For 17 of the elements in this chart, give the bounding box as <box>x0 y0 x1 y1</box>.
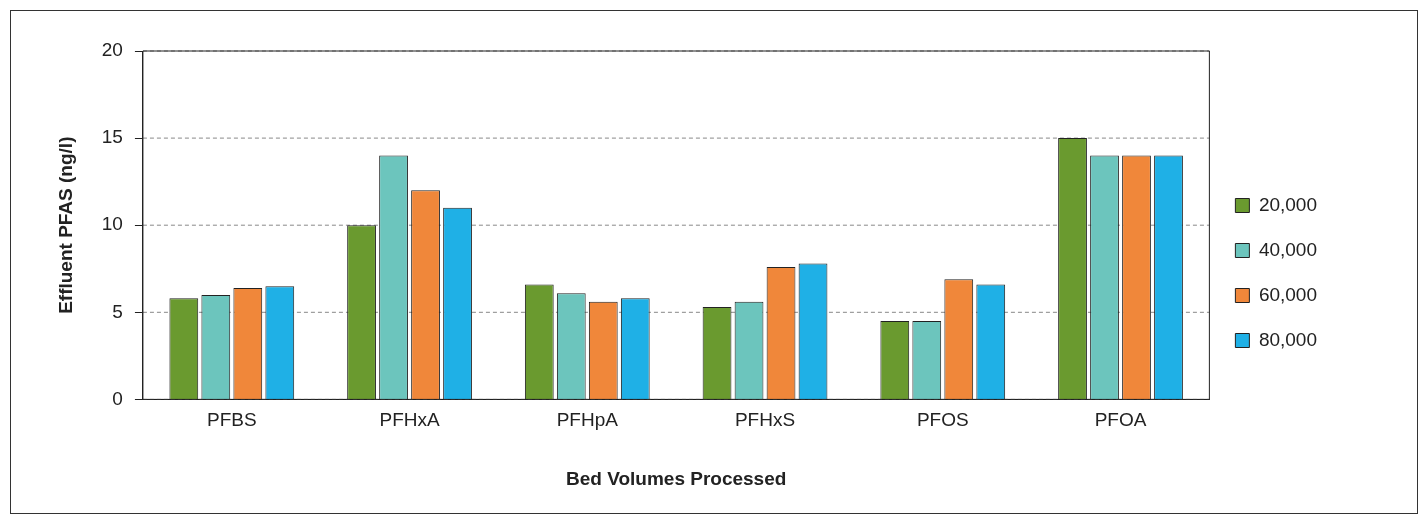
y-tick-label: 15 <box>101 126 123 148</box>
y-tick-label: 10 <box>101 213 123 235</box>
y-tick-label: 20 <box>101 39 123 61</box>
y-tick-label: 5 <box>112 300 123 322</box>
legend-label: 20,000 <box>1258 193 1318 215</box>
x-tick-label: PFHxA <box>379 409 440 431</box>
y-tick-label: 0 <box>112 387 123 409</box>
legend-label: 40,000 <box>1258 238 1318 260</box>
legend-label: 80,000 <box>1258 328 1318 350</box>
x-tick-label: PFHpA <box>556 409 619 431</box>
x-tick-label: PFOS <box>916 409 969 431</box>
x-tick-label: PFBS <box>206 409 257 431</box>
x-tick-label: PFHxS <box>734 409 796 431</box>
y-axis-title: Effluent PFAS (ng/l) <box>54 136 76 314</box>
legend-label: 60,000 <box>1258 283 1318 305</box>
x-tick-label: PFOA <box>1094 409 1147 431</box>
x-axis-title: Bed Volumes Processed <box>565 467 787 489</box>
